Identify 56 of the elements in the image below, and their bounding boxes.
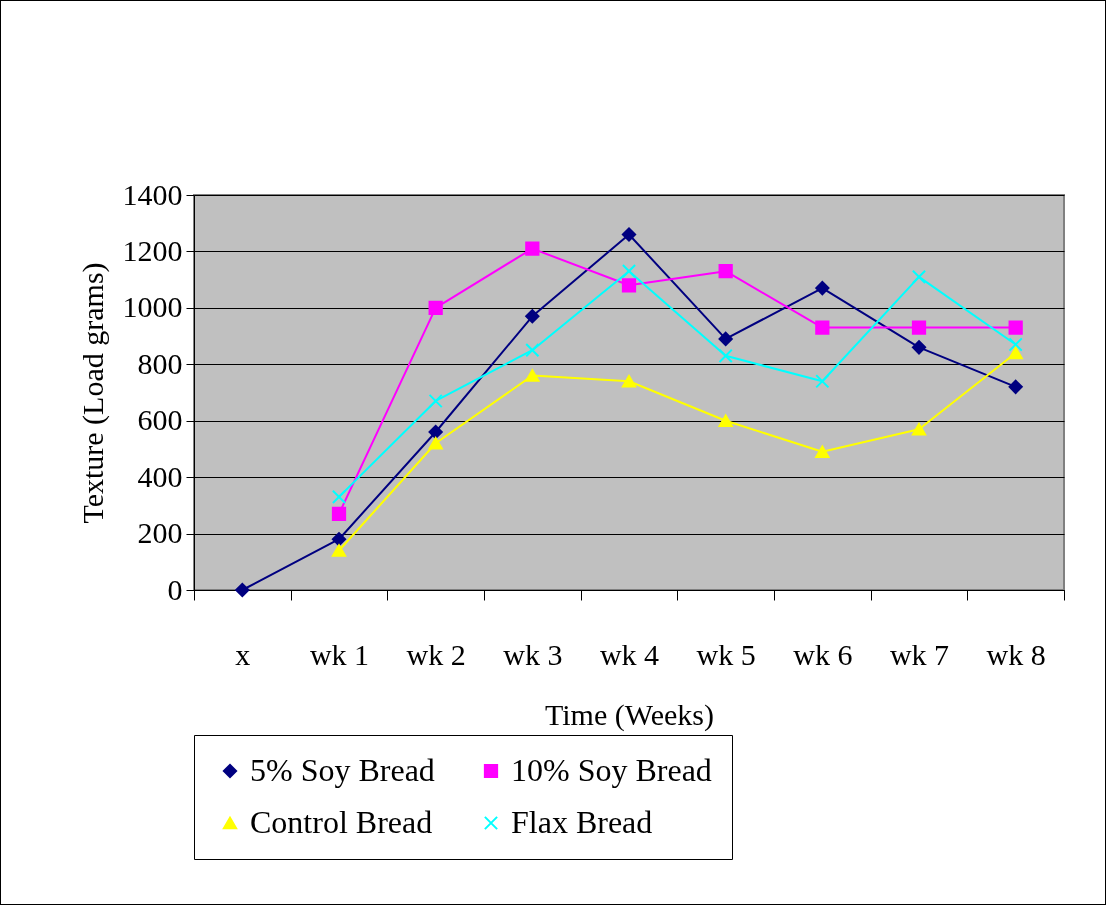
point (621, 264, 637, 279)
y-tick-label: 600 (137, 403, 183, 437)
point (331, 506, 347, 521)
legend-label: 5% Soy Bread (250, 752, 435, 788)
x-tick-label: wk 7 (889, 637, 950, 671)
y-tick-label: 1400 (122, 177, 183, 211)
x-axis-title: Time (Weeks) (545, 697, 714, 732)
y-tick-label: 1200 (122, 233, 183, 267)
point (525, 343, 540, 358)
point (815, 280, 830, 296)
y-tick-label: 400 (137, 459, 183, 493)
point (815, 445, 830, 459)
point (1008, 379, 1023, 394)
x-tick-label: wk 4 (599, 637, 660, 671)
point (815, 320, 830, 335)
point (1008, 337, 1023, 352)
point (911, 320, 927, 335)
x-tick-label: wk 2 (406, 637, 466, 671)
point (621, 278, 637, 293)
y-tick-label: 800 (137, 346, 183, 380)
point (718, 264, 733, 279)
x-tick-label: wk 1 (309, 637, 370, 671)
y-tick-label: 200 (137, 516, 183, 550)
point (911, 340, 927, 355)
point (525, 241, 540, 256)
point (718, 331, 733, 347)
legend-label: Flax Bread (511, 804, 653, 840)
point (235, 582, 250, 598)
point (525, 309, 540, 324)
x-tick-label: wk 8 (986, 637, 1046, 671)
point (911, 269, 927, 284)
point (621, 227, 637, 242)
point (428, 393, 443, 409)
legend-label: 10% Soy Bread (511, 752, 712, 788)
legend-label: Control Bread (250, 804, 433, 840)
point (525, 369, 540, 382)
point (428, 300, 443, 315)
point (911, 422, 927, 436)
y-tick-label: 1000 (122, 290, 183, 324)
point (331, 532, 347, 547)
x-tick-label: wk 5 (696, 637, 756, 671)
point (621, 374, 637, 388)
point (331, 544, 347, 557)
point (428, 436, 443, 450)
y-axis-title: Texture (Load grams) (75, 262, 110, 524)
point (718, 414, 733, 428)
point (815, 374, 830, 389)
point (1008, 320, 1023, 335)
point (718, 348, 733, 363)
x-tick-label: x (235, 637, 251, 671)
point (1008, 346, 1023, 360)
point (428, 424, 443, 440)
x-tick-label: wk 3 (503, 637, 563, 671)
point (331, 489, 347, 505)
y-tick-label: 0 (167, 572, 183, 606)
x-tick-label: wk 6 (793, 637, 853, 671)
